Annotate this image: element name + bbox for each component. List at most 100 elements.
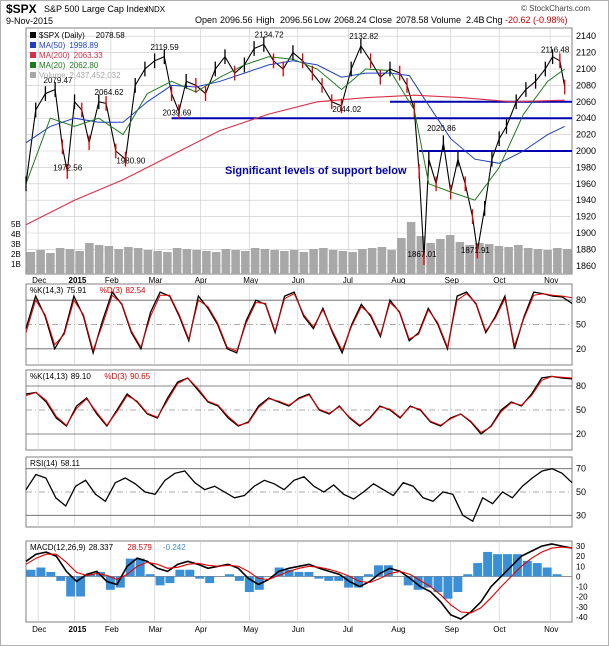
price-tick-label: 2080 (576, 80, 596, 90)
macd-histogram-bar (66, 576, 76, 597)
macd-histogram-bar (542, 567, 552, 577)
price-label: 2079.47 (44, 76, 73, 85)
stochastic_slow-tick-label: 50 (576, 405, 586, 415)
volume-bar (46, 253, 55, 274)
x-axis-label: Feb (105, 276, 119, 285)
price-tick-label: 2000 (576, 146, 596, 156)
volume-bar (289, 250, 299, 274)
x-axis-label: Sep (445, 276, 460, 285)
stochastic_slow-legend-item: %D(3) 90.65 (104, 372, 150, 381)
legend-swatch (30, 32, 36, 38)
macd-histogram-bar (125, 558, 135, 577)
volume-bar (494, 246, 504, 274)
volume-bar (172, 248, 182, 274)
low-value: 2068.24 (334, 15, 367, 25)
x-axis-label: Jul (343, 276, 353, 285)
stochastic_fast-tick-label: 20 (576, 344, 586, 354)
macd-tick-label: 30 (576, 542, 585, 551)
legend-value: 2078.58 (96, 31, 125, 40)
stochastic_fast-legend-name: %K(14,3) (30, 286, 64, 295)
macd-histogram-bar (76, 576, 86, 597)
price-series-ma200 (25, 94, 565, 226)
volume-bar (231, 250, 240, 274)
volume-bar (182, 249, 192, 274)
support-annotation: Significant levels of support below (225, 165, 407, 177)
macd-x-axis-label: Sep (445, 625, 460, 634)
stochastic_slow-legend-value: 90.65 (130, 372, 151, 381)
volume-bar (338, 251, 348, 274)
macd-histogram-bar (532, 563, 542, 577)
macd-x-axis-label: Aug (391, 625, 405, 634)
legend-value: 2062.80 (69, 61, 98, 70)
stochastic_slow-tick-label: 20 (576, 429, 586, 439)
macd-legend-name: MACD(12,26,9) (30, 543, 86, 552)
high-value: 2096.56 (280, 15, 313, 25)
volume-bar (299, 252, 309, 274)
volume-bar (202, 251, 211, 274)
stochastic_slow-legend-name: %D(3) (104, 372, 127, 381)
macd-histogram-bar (244, 576, 254, 593)
low-label: Low (314, 15, 331, 25)
volume-bar (484, 244, 494, 274)
volume-bar (153, 251, 162, 274)
macd-histogram-bar (373, 565, 383, 577)
price-label: 1871.91 (461, 246, 490, 255)
volume-bar (328, 250, 338, 274)
price-tick-label: 1900 (576, 228, 596, 238)
x-axis-label: Dec (32, 276, 46, 285)
date: 9-Nov-2015 (6, 16, 53, 26)
macd-x-axis-label: Jun (292, 625, 305, 634)
change-label: Chg (486, 15, 503, 25)
price-label: 2116.48 (541, 45, 570, 54)
macd-x-axis-label: Apr (195, 625, 208, 634)
x-axis-label: Apr (195, 276, 208, 285)
volume-bar (241, 251, 250, 274)
macd-histogram-bar (473, 563, 483, 577)
macd-histogram-bar (175, 569, 185, 577)
macd-histogram-bar (86, 574, 95, 577)
volume-bar (309, 249, 318, 274)
macd-histogram-bar (354, 576, 364, 588)
volume-bar (475, 243, 484, 274)
price-label: 1980.90 (116, 157, 145, 166)
macd-tick-label: -40 (576, 613, 588, 622)
macd-histogram-bar (314, 576, 324, 579)
volume-bar (514, 245, 523, 274)
macd-x-axis-label: Feb (105, 625, 119, 634)
legend-swatch (30, 52, 36, 58)
legend-swatch (30, 72, 36, 78)
macd-tick-label: -10 (576, 583, 588, 592)
macd-histogram-bar (195, 576, 205, 579)
macd-histogram-bar (26, 569, 36, 577)
stochastic_slow-legend-item: %K(14,13) 89.10 (30, 372, 91, 381)
volume-bar (192, 250, 201, 274)
price-label: 2119.59 (150, 43, 179, 52)
macd-x-axis-label: Oct (493, 625, 506, 634)
volume-bar (367, 248, 377, 274)
price-tick-label: 2060 (576, 97, 596, 107)
volume-bar (562, 249, 572, 274)
price-tick-label: 2100 (576, 64, 596, 74)
rsi-legend-item: RSI(14) 58.11 (30, 459, 81, 468)
volume-bar (553, 248, 562, 274)
legend-name: MA(20) (39, 61, 66, 70)
volume-bar (133, 248, 143, 274)
macd-histogram-bar (36, 567, 46, 577)
macd-tick-label: 10 (576, 562, 585, 571)
macd-legend-value: 28.579 (127, 543, 152, 552)
macd-histogram-bar (453, 576, 463, 593)
macd-histogram-bar (284, 569, 294, 577)
macd-histogram-bar (493, 554, 503, 577)
volume-bar (55, 248, 65, 274)
price-tick-label: 1940 (576, 195, 596, 205)
stochastic_fast-legend-name: %D(3) (100, 286, 123, 295)
legend-value: 2063.33 (74, 51, 103, 60)
volume-bar (533, 249, 543, 274)
volume-bar (94, 245, 104, 274)
macd-histogram-bar (185, 569, 195, 577)
stochastic_fast-legend-value: 82.54 (125, 286, 146, 295)
macd-histogram-bar (344, 576, 354, 588)
macd-histogram-bar (552, 574, 562, 577)
legend-value: 2,437,452,032 (69, 71, 121, 80)
macd-histogram-bar (483, 551, 493, 577)
